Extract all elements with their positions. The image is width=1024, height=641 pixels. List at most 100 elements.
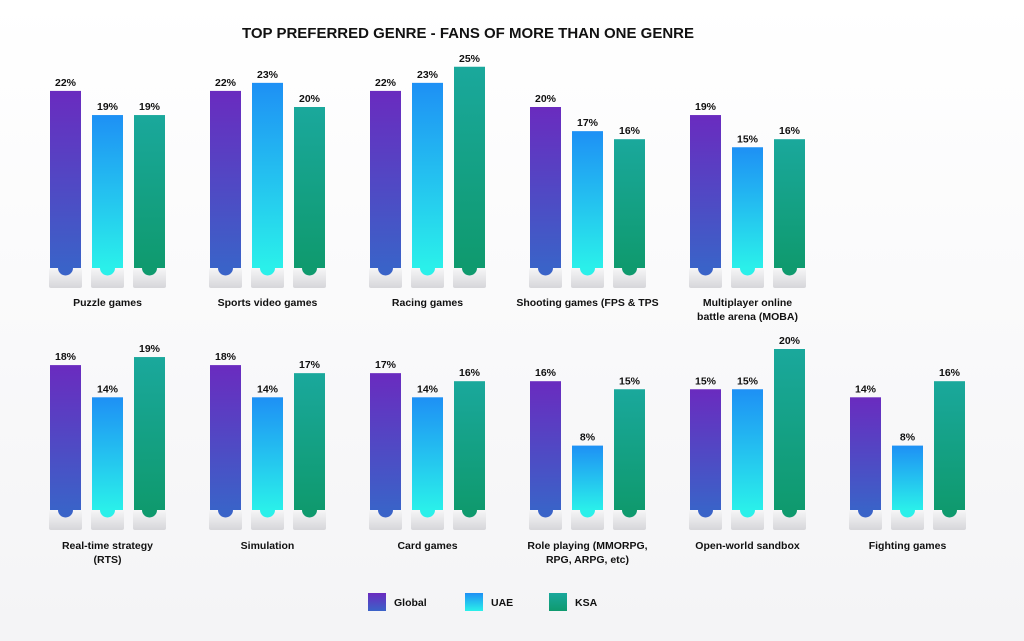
bar-shooting-games-fps-tps-global [530, 107, 561, 268]
value-label-fighting-games-uae: 8% [900, 432, 916, 444]
group-fighting-games: 14% 8% 16% Fighting games [849, 367, 966, 552]
bar-notch-sports-video-games-global [218, 268, 233, 276]
bar-base-shooting-games-fps-tps-global [529, 268, 562, 288]
category-label-real-time-strategy-rts: Real-time strategy [62, 540, 153, 552]
bar-notch-real-time-strategy-rts-uae [100, 510, 115, 518]
bar-notch-role-playing-mmorpg-rpg-arpg-etc-uae [580, 510, 595, 518]
legend-label-global: Global [394, 597, 427, 609]
bar-fighting-games-ksa [934, 381, 965, 510]
value-label-role-playing-mmorpg-rpg-arpg-etc-uae: 8% [580, 432, 596, 444]
value-label-racing-games-global: 22% [375, 77, 397, 89]
value-label-open-world-sandbox-ksa: 20% [779, 335, 801, 347]
bar-notch-simulation-ksa [302, 510, 317, 518]
value-label-racing-games-uae: 23% [417, 69, 439, 81]
legend-item-ksa: KSA [549, 593, 598, 611]
group-open-world-sandbox: 15% 15% 20% Open-world sandbox [689, 335, 806, 552]
value-label-sports-video-games-uae: 23% [257, 69, 279, 81]
value-label-open-world-sandbox-global: 15% [695, 375, 717, 387]
legend-item-uae: UAE [465, 593, 513, 611]
value-label-shooting-games-fps-tps-uae: 17% [577, 117, 599, 129]
legend-swatch-uae [465, 593, 483, 611]
value-label-simulation-uae: 14% [257, 383, 279, 395]
legend-label-ksa: KSA [575, 597, 598, 609]
bar-base-puzzle-games-uae [91, 268, 124, 288]
category-label-role-playing-mmorpg-rpg-arpg-etc-line2: RPG, ARPG, etc) [546, 554, 629, 566]
bar-puzzle-games-uae [92, 115, 123, 268]
bar-base-racing-games-ksa [453, 268, 486, 288]
bar-simulation-uae [252, 397, 283, 510]
bar-notch-card-games-global [378, 510, 393, 518]
bar-racing-games-ksa [454, 66, 485, 268]
bar-notch-open-world-sandbox-global [698, 510, 713, 518]
bar-notch-simulation-uae [260, 510, 275, 518]
value-label-real-time-strategy-rts-uae: 14% [97, 383, 119, 395]
group-real-time-strategy-rts: 18% 14% 19% Real-time strategy (RTS) [49, 343, 166, 566]
bar-base-card-games-ksa [453, 510, 486, 530]
bar-notch-role-playing-mmorpg-rpg-arpg-etc-global [538, 510, 553, 518]
bar-simulation-ksa [294, 373, 325, 510]
bar-base-real-time-strategy-rts-uae [91, 510, 124, 530]
bar-simulation-global [210, 365, 241, 510]
legend-swatch-global [368, 593, 386, 611]
value-label-fighting-games-global: 14% [855, 383, 877, 395]
bar-puzzle-games-global [50, 90, 81, 269]
bar-notch-shooting-games-fps-tps-global [538, 268, 553, 276]
bar-notch-racing-games-uae [420, 268, 435, 276]
group-sports-video-games: 22% 23% 20% Sports video games [209, 69, 326, 309]
bar-real-time-strategy-rts-uae [92, 397, 123, 510]
group-puzzle-games: 22% 19% 19% Puzzle games [49, 77, 166, 309]
bar-notch-puzzle-games-global [58, 268, 73, 276]
bar-notch-fighting-games-uae [900, 510, 915, 518]
legend-label-uae: UAE [491, 597, 513, 609]
value-label-simulation-global: 18% [215, 351, 237, 363]
bar-notch-fighting-games-ksa [942, 510, 957, 518]
value-label-puzzle-games-uae: 19% [97, 101, 119, 113]
bar-sports-video-games-uae [252, 82, 283, 268]
category-label-real-time-strategy-rts-line2: (RTS) [94, 554, 122, 566]
bar-base-puzzle-games-ksa [133, 268, 166, 288]
bar-notch-sports-video-games-uae [260, 268, 275, 276]
value-label-card-games-ksa: 16% [459, 367, 481, 379]
bar-base-open-world-sandbox-ksa [773, 510, 806, 530]
value-label-card-games-global: 17% [375, 359, 397, 371]
category-label-sports-video-games: Sports video games [218, 297, 318, 309]
bar-base-racing-games-global [369, 268, 402, 288]
value-label-real-time-strategy-rts-ksa: 19% [139, 343, 161, 355]
bar-base-sports-video-games-global [209, 268, 242, 288]
bar-notch-role-playing-mmorpg-rpg-arpg-etc-ksa [622, 510, 637, 518]
bars-layer: 22% 19% 19% Puzzle games 22% 23% 20% Sports vid… [49, 53, 966, 566]
bar-base-simulation-uae [251, 510, 284, 530]
bar-notch-card-games-ksa [462, 510, 477, 518]
value-label-role-playing-mmorpg-rpg-arpg-etc-global: 16% [535, 367, 557, 379]
legend: Global UAE KSA [368, 593, 598, 611]
bar-notch-multiplayer-online-battle-arena-moba-global [698, 268, 713, 276]
value-label-multiplayer-online-battle-arena-moba-global: 19% [695, 101, 717, 113]
group-role-playing-mmorpg-rpg-arpg-etc: 16% 8% 15% Role playing (MMORPG, RPG, ARPG, … [527, 367, 647, 566]
bar-notch-shooting-games-fps-tps-uae [580, 268, 595, 276]
bar-shooting-games-fps-tps-ksa [614, 139, 645, 268]
bar-notch-puzzle-games-ksa [142, 268, 157, 276]
value-label-multiplayer-online-battle-arena-moba-ksa: 16% [779, 125, 801, 137]
bar-notch-racing-games-ksa [462, 268, 477, 276]
bar-notch-real-time-strategy-rts-global [58, 510, 73, 518]
value-label-multiplayer-online-battle-arena-moba-uae: 15% [737, 133, 759, 145]
value-label-real-time-strategy-rts-global: 18% [55, 351, 77, 363]
group-multiplayer-online-battle-arena-moba: 19% 15% 16% Multiplayer online battle arena … [689, 101, 806, 323]
bar-card-games-uae [412, 397, 443, 510]
value-label-sports-video-games-global: 22% [215, 77, 237, 89]
bar-notch-multiplayer-online-battle-arena-moba-ksa [782, 268, 797, 276]
bar-base-simulation-global [209, 510, 242, 530]
bar-base-fighting-games-global [849, 510, 882, 530]
category-label-racing-games: Racing games [392, 297, 463, 309]
bar-sports-video-games-global [210, 90, 241, 269]
bar-base-multiplayer-online-battle-arena-moba-global [689, 268, 722, 288]
bar-base-racing-games-uae [411, 268, 444, 288]
bar-base-sports-video-games-uae [251, 268, 284, 288]
value-label-puzzle-games-ksa: 19% [139, 101, 161, 113]
category-label-puzzle-games: Puzzle games [73, 297, 142, 309]
bar-multiplayer-online-battle-arena-moba-ksa [774, 139, 805, 268]
bar-base-multiplayer-online-battle-arena-moba-ksa [773, 268, 806, 288]
bar-role-playing-mmorpg-rpg-arpg-etc-global [530, 381, 561, 510]
value-label-racing-games-ksa: 25% [459, 53, 481, 65]
value-label-role-playing-mmorpg-rpg-arpg-etc-ksa: 15% [619, 375, 641, 387]
